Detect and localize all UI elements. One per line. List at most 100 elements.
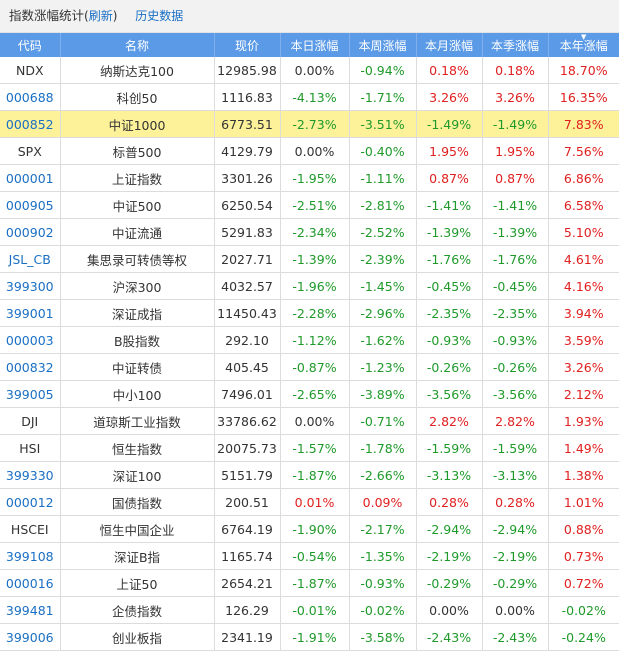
index-name-cell[interactable]: 中证流通 [60, 218, 215, 246]
quarter-change-cell: -1.59% [482, 434, 549, 462]
index-code-cell[interactable]: 000016 [0, 569, 61, 597]
index-name-cell[interactable]: 集思录可转债等权 [60, 245, 215, 273]
index-name-cell[interactable]: 创业板指 [60, 623, 215, 651]
index-name-cell[interactable]: 中小100 [60, 380, 215, 408]
index-code-cell[interactable]: 399481 [0, 596, 61, 624]
table-row[interactable]: SPX 标普500 4129.79 0.00% -0.40% 1.95% 1.95% 7.56… [0, 137, 619, 165]
index-code-cell[interactable]: 000905 [0, 191, 61, 219]
index-name-cell[interactable]: 道琼斯工业指数 [60, 407, 215, 435]
index-code-cell[interactable]: 399300 [0, 272, 61, 300]
day-change-cell: -0.54% [280, 542, 350, 570]
week-change-cell: -0.02% [349, 596, 417, 624]
table-row[interactable]: 399005 中小100 7496.01 -2.65% -3.89% -3.56% -3.5… [0, 380, 619, 408]
table-body: NDX 纳斯达克100 12985.98 0.00% -0.94% 0.18% 0.18% 1… [0, 57, 619, 651]
index-name-cell[interactable]: 企债指数 [60, 596, 215, 624]
index-name-cell[interactable]: 国债指数 [60, 488, 215, 516]
table-row[interactable]: 399108 深证B指 1165.74 -0.54% -1.35% -2.19% -2.19… [0, 542, 619, 570]
index-name-cell[interactable]: 中证转债 [60, 353, 215, 381]
table-row[interactable]: 399300 沪深300 4032.57 -1.96% -1.45% -0.45% -0.4… [0, 272, 619, 300]
year-change-cell: 6.58% [548, 191, 619, 219]
quarter-change-cell: -1.49% [482, 110, 549, 138]
paren-open: ( [84, 9, 89, 23]
refresh-link[interactable]: 刷新 [88, 9, 113, 23]
price-cell: 3301.26 [214, 164, 281, 192]
day-change-cell: 0.00% [280, 57, 350, 84]
table-row[interactable]: 399001 深证成指 11450.43 -2.28% -2.96% -2.35% -2.3… [0, 299, 619, 327]
price-cell: 1165.74 [214, 542, 281, 570]
index-code-cell[interactable]: JSL_CB [0, 245, 61, 273]
month-change-cell: -1.59% [416, 434, 483, 462]
index-name-cell[interactable]: 深证100 [60, 461, 215, 489]
table-row[interactable]: DJI 道琼斯工业指数 33786.62 0.00% -0.71% 2.82% 2.82% 1… [0, 407, 619, 435]
index-name-cell[interactable]: 纳斯达克100 [60, 57, 215, 84]
index-name-cell[interactable]: 深证成指 [60, 299, 215, 327]
month-change-cell: -1.49% [416, 110, 483, 138]
index-code-cell[interactable]: 000012 [0, 488, 61, 516]
quarter-change-cell: 3.26% [482, 83, 549, 111]
index-code-cell[interactable]: 399330 [0, 461, 61, 489]
month-change-cell: 1.95% [416, 137, 483, 165]
index-code-cell[interactable]: 399006 [0, 623, 61, 651]
price-cell: 292.10 [214, 326, 281, 354]
index-name-cell[interactable]: 中证500 [60, 191, 215, 219]
history-data-link[interactable]: 历史数据 [135, 9, 184, 23]
index-code-cell[interactable]: 000688 [0, 83, 61, 111]
col-header-price[interactable]: 现价 [214, 33, 281, 57]
table-row[interactable]: 000001 上证指数 3301.26 -1.95% -1.11% 0.87% 0.87% 6… [0, 164, 619, 192]
day-change-cell: -1.95% [280, 164, 350, 192]
month-change-cell: -0.45% [416, 272, 483, 300]
table-row[interactable]: 000016 上证50 2654.21 -1.87% -0.93% -0.29% -0.29… [0, 569, 619, 597]
index-name-cell[interactable]: 科创50 [60, 83, 215, 111]
col-header-day-change[interactable]: 本日涨幅 [280, 33, 350, 57]
col-header-month-change[interactable]: 本月涨幅 [416, 33, 483, 57]
index-name-cell[interactable]: 中证1000 [60, 110, 215, 138]
index-code-cell[interactable]: 399001 [0, 299, 61, 327]
index-name-cell[interactable]: 上证50 [60, 569, 215, 597]
index-name-cell[interactable]: 恒生指数 [60, 434, 215, 462]
col-header-name[interactable]: 名称 [60, 33, 215, 57]
month-change-cell: 0.00% [416, 596, 483, 624]
index-code-cell[interactable]: 399005 [0, 380, 61, 408]
col-header-quarter-change[interactable]: 本季涨幅 [482, 33, 549, 57]
index-code-cell[interactable]: 000902 [0, 218, 61, 246]
table-row[interactable]: NDX 纳斯达克100 12985.98 0.00% -0.94% 0.18% 0.18% 1… [0, 57, 619, 84]
price-cell: 5291.83 [214, 218, 281, 246]
col-header-year-change[interactable]: ▼ 本年涨幅 [548, 33, 619, 57]
price-cell: 2654.21 [214, 569, 281, 597]
table-row[interactable]: 399481 企债指数 126.29 -0.01% -0.02% 0.00% 0.00% -0… [0, 596, 619, 624]
index-code-cell[interactable]: 000852 [0, 110, 61, 138]
index-code-cell[interactable]: 399108 [0, 542, 61, 570]
index-code-cell[interactable]: 000832 [0, 353, 61, 381]
index-name-cell[interactable]: 标普500 [60, 137, 215, 165]
col-header-week-change[interactable]: 本周涨幅 [349, 33, 417, 57]
table-row[interactable]: 000012 国债指数 200.51 0.01% 0.09% 0.28% 0.28% 1.01… [0, 488, 619, 516]
index-code-cell: NDX [0, 57, 61, 84]
col-header-code[interactable]: 代码 [0, 33, 61, 57]
table-row[interactable]: 000003 B股指数 292.10 -1.12% -1.62% -0.93% -0.93%… [0, 326, 619, 354]
table-row[interactable]: HSCEI 恒生中国企业 6764.19 -1.90% -2.17% -2.94% -2.9… [0, 515, 619, 543]
price-cell: 2027.71 [214, 245, 281, 273]
table-row[interactable]: 000852 中证1000 6773.51 -2.73% -3.51% -1.49% -1.… [0, 110, 619, 138]
index-code-cell[interactable]: 000001 [0, 164, 61, 192]
index-name-cell[interactable]: 沪深300 [60, 272, 215, 300]
quarter-change-cell: -1.41% [482, 191, 549, 219]
table-row[interactable]: HSI 恒生指数 20075.73 -1.57% -1.78% -1.59% -1.59% 1… [0, 434, 619, 462]
table-row[interactable]: 000905 中证500 6250.54 -2.51% -2.81% -1.41% -1.4… [0, 191, 619, 219]
year-change-cell: 3.59% [548, 326, 619, 354]
index-name-cell[interactable]: 上证指数 [60, 164, 215, 192]
table-row[interactable]: 000902 中证流通 5291.83 -2.34% -2.52% -1.39% -1.39… [0, 218, 619, 246]
table-row[interactable]: JSL_CB 集思录可转债等权 2027.71 -1.39% -2.39% -1.76% -… [0, 245, 619, 273]
year-change-cell: 1.93% [548, 407, 619, 435]
day-change-cell: -1.87% [280, 461, 350, 489]
col-header-year-change-label: 本年涨幅 [559, 38, 608, 53]
index-code-cell[interactable]: 000003 [0, 326, 61, 354]
day-change-cell: -2.34% [280, 218, 350, 246]
table-row[interactable]: 399330 深证100 5151.79 -1.87% -2.66% -3.13% -3.1… [0, 461, 619, 489]
table-row[interactable]: 399006 创业板指 2341.19 -1.91% -3.58% -2.43% -2.43… [0, 623, 619, 651]
price-cell: 1116.83 [214, 83, 281, 111]
table-row[interactable]: 000688 科创50 1116.83 -4.13% -1.71% 3.26% 3.26% 1… [0, 83, 619, 111]
index-name-cell[interactable]: 深证B指 [60, 542, 215, 570]
index-name-cell[interactable]: 恒生中国企业 [60, 515, 215, 543]
table-row[interactable]: 000832 中证转债 405.45 -0.87% -1.23% -0.26% -0.26%… [0, 353, 619, 381]
index-name-cell[interactable]: B股指数 [60, 326, 215, 354]
